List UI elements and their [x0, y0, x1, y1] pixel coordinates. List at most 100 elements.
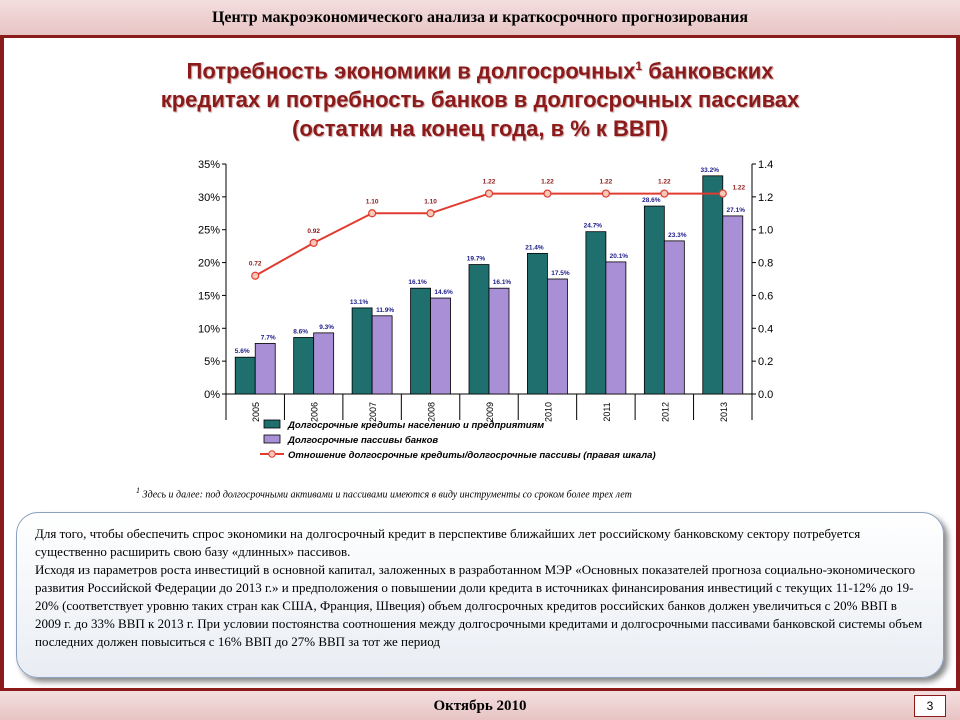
y-tick-label: 5% — [204, 356, 220, 368]
bar-data-label: 14.6% — [434, 289, 453, 296]
text-box: Для того, чтобы обеспечить спрос экономи… — [16, 512, 944, 678]
ratio-point — [251, 271, 260, 280]
footnote-sup: 1 — [136, 486, 140, 495]
title-line1b: банковских — [642, 58, 774, 84]
y-tick-label: 10% — [198, 323, 220, 335]
ratio-data-label: 0.72 — [249, 261, 262, 268]
bar-credits — [234, 356, 256, 395]
y2-tick-label: 0.0 — [758, 389, 773, 401]
legend-swatch — [263, 419, 281, 429]
bar-liabilities — [371, 315, 393, 395]
ratio-point — [309, 238, 318, 247]
bar-data-label: 24.7% — [584, 223, 603, 230]
title-line3: (остатки на конец года, в % к ВВП) — [292, 116, 668, 142]
ratio-point — [368, 209, 377, 218]
bar-credits — [293, 337, 315, 395]
bar-liabilities — [605, 261, 627, 395]
legend-label: Отношение долгосрочные кредиты/долгосроч… — [288, 450, 656, 461]
bar-data-label: 27.1% — [727, 207, 746, 214]
title-line2: кредитах и потребность банков в долгосро… — [160, 87, 800, 113]
y2-tick-label: 0.6 — [758, 290, 773, 302]
title-sup: 1 — [635, 59, 643, 73]
bar-credits — [351, 307, 373, 395]
x-tick-label: 2010 — [543, 402, 553, 422]
bar-liabilities — [488, 287, 510, 395]
y2-tick-label: 0.4 — [758, 323, 773, 335]
bar-data-label: 9.3% — [319, 324, 334, 331]
slide-title: Потребность экономики в долгосрочных1 ба… — [40, 52, 920, 143]
ratio-point — [660, 189, 669, 198]
ratio-point — [426, 209, 435, 218]
ratio-data-label: 1.10 — [424, 198, 437, 205]
bar-liabilities — [547, 278, 568, 395]
x-tick-label: 2009 — [485, 402, 495, 422]
y-tick-label: 25% — [198, 225, 220, 237]
legend-label: Долгосрочные кредиты населению и предпри… — [287, 420, 544, 431]
ratio-data-label: 1.10 — [366, 198, 379, 205]
chart: 0% 5% 10% 15% 20% 25% 30% 35% 0.0 0.2 0.4 0.6 0.8 1.0… — [180, 152, 780, 482]
ratio-data-label: 1.22 — [600, 179, 613, 186]
page-number: 3 — [914, 695, 946, 717]
chart-svg: 0% 5% 10% 15% 20% 25% 30% 35% 0.0 0.2 0.4 0.6 0.8 1.0… — [198, 159, 773, 461]
footer-date: Октябрь 2010 — [433, 698, 527, 714]
bar-credits — [527, 252, 548, 395]
footnote-text: Здесь и далее: под долгосрочными активам… — [140, 489, 632, 501]
bar-liabilities — [722, 215, 744, 395]
y-tick-label: 30% — [198, 192, 220, 204]
ratio-data-label: 1.22 — [541, 179, 554, 186]
bar-liabilities — [254, 342, 276, 395]
bar-data-label: 33.2% — [701, 167, 720, 174]
ratio-point — [601, 189, 610, 198]
bar-credits — [643, 205, 665, 395]
y2-tick-label: 1.2 — [758, 192, 773, 204]
y2-tick-label: 0.2 — [758, 356, 773, 368]
footnote: 1 Здесь и далее: под долгосрочными актив… — [136, 486, 632, 500]
ratio-data-label: 1.22 — [658, 179, 671, 186]
header-title: Центр макроэкономического анализа и крат… — [211, 9, 749, 26]
bar-data-label: 21.4% — [525, 244, 544, 251]
footer-bar: Октябрь 2010 3 — [0, 688, 960, 720]
bar-credits — [585, 231, 607, 395]
bar-data-label: 23.3% — [668, 232, 687, 239]
ratio-data-label: 1.22 — [732, 185, 745, 192]
body-paragraph-1: Для того, чтобы обеспечить спрос экономи… — [35, 526, 861, 559]
bar-liabilities — [313, 332, 335, 395]
y2-tick-label: 1.0 — [758, 225, 773, 237]
bar-liabilities — [430, 297, 451, 395]
bar-data-label: 13.1% — [350, 299, 369, 306]
legend-swatch — [263, 434, 281, 444]
x-tick-label: 2007 — [368, 402, 378, 422]
y-tick-label: 35% — [198, 159, 220, 171]
bar-data-label: 17.5% — [551, 270, 570, 277]
ratio-point — [484, 189, 494, 198]
y2-tick-label: 0.8 — [758, 258, 773, 270]
bar-data-label: 19.7% — [467, 256, 486, 263]
bar-credits — [410, 287, 431, 395]
title-line1a: Потребность экономики в долгосрочных — [186, 58, 636, 84]
bar-data-label: 7.7% — [261, 334, 276, 341]
x-tick-label: 2011 — [602, 402, 612, 421]
bar-data-label: 16.1% — [493, 279, 512, 286]
ratio-point — [543, 189, 552, 198]
y-tick-label: 15% — [198, 290, 220, 302]
bar-data-label: 28.6% — [642, 197, 661, 204]
y-tick-label: 20% — [198, 258, 220, 270]
bar-credits — [702, 175, 724, 395]
ratio-data-label: 0.92 — [307, 228, 320, 235]
legend-label: Долгосрочные пассивы банков — [287, 435, 438, 446]
bar-liabilities — [663, 240, 685, 395]
x-tick-label: 2012 — [660, 402, 670, 422]
bar-data-label: 5.6% — [235, 348, 250, 355]
header-bar: Центр макроэкономического анализа и крат… — [0, 0, 960, 38]
body-paragraph-2: Исходя из параметров роста инвестиций в … — [35, 562, 923, 649]
ratio-point — [718, 189, 727, 198]
x-tick-label: 2008 — [427, 402, 437, 422]
bar-credits — [468, 264, 490, 395]
y2-tick-label: 1.4 — [758, 159, 773, 171]
ratio-data-label: 1.22 — [483, 179, 496, 186]
x-tick-label: 2005 — [251, 402, 261, 422]
bar-data-label: 16.1% — [408, 279, 427, 286]
x-tick-label: 2006 — [310, 402, 320, 422]
x-tick-label: 2013 — [719, 402, 729, 422]
bar-data-label: 11.9% — [376, 307, 394, 314]
